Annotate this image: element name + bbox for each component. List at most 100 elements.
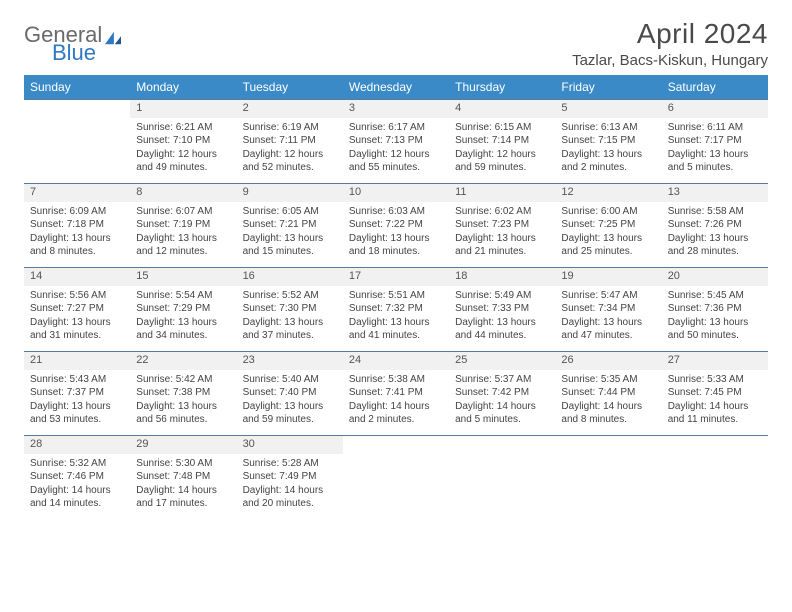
title-block: April 2024 Tazlar, Bacs-Kiskun, Hungary	[572, 18, 768, 69]
daylight-text-1: Daylight: 13 hours	[561, 232, 655, 246]
day-content-cell: Sunrise: 5:38 AMSunset: 7:41 PMDaylight:…	[343, 370, 449, 436]
sunset-text: Sunset: 7:13 PM	[349, 134, 443, 148]
daylight-text-2: and 49 minutes.	[136, 161, 230, 175]
day-number-cell: 12	[555, 184, 661, 202]
day-content-cell: Sunrise: 5:42 AMSunset: 7:38 PMDaylight:…	[130, 370, 236, 436]
daylight-text-1: Daylight: 13 hours	[561, 316, 655, 330]
sunset-text: Sunset: 7:34 PM	[561, 302, 655, 316]
day-number-cell: 22	[130, 352, 236, 370]
day-content-cell: Sunrise: 6:19 AMSunset: 7:11 PMDaylight:…	[237, 118, 343, 184]
day-content-cell: Sunrise: 5:35 AMSunset: 7:44 PMDaylight:…	[555, 370, 661, 436]
sunrise-text: Sunrise: 6:11 AM	[668, 121, 762, 135]
sunrise-text: Sunrise: 6:05 AM	[243, 205, 337, 219]
daylight-text-2: and 12 minutes.	[136, 245, 230, 259]
day-number-cell: 9	[237, 184, 343, 202]
sunset-text: Sunset: 7:42 PM	[455, 386, 549, 400]
sunset-text: Sunset: 7:40 PM	[243, 386, 337, 400]
sunrise-text: Sunrise: 6:17 AM	[349, 121, 443, 135]
daylight-text-1: Daylight: 13 hours	[30, 232, 124, 246]
daylight-text-2: and 31 minutes.	[30, 329, 124, 343]
day-number-cell	[24, 100, 130, 118]
day-content-cell: Sunrise: 5:45 AMSunset: 7:36 PMDaylight:…	[662, 286, 768, 352]
sunset-text: Sunset: 7:45 PM	[668, 386, 762, 400]
sunrise-text: Sunrise: 5:58 AM	[668, 205, 762, 219]
day-number-cell: 21	[24, 352, 130, 370]
day-number-cell: 4	[449, 100, 555, 118]
sunrise-text: Sunrise: 5:37 AM	[455, 373, 549, 387]
sunrise-text: Sunrise: 5:32 AM	[30, 457, 124, 471]
day-number-cell	[449, 436, 555, 454]
daylight-text-2: and 25 minutes.	[561, 245, 655, 259]
sunset-text: Sunset: 7:19 PM	[136, 218, 230, 232]
daylight-text-1: Daylight: 13 hours	[136, 316, 230, 330]
sunrise-text: Sunrise: 5:30 AM	[136, 457, 230, 471]
sunrise-text: Sunrise: 5:38 AM	[349, 373, 443, 387]
day-content-cell: Sunrise: 5:56 AMSunset: 7:27 PMDaylight:…	[24, 286, 130, 352]
day-content-cell: Sunrise: 5:52 AMSunset: 7:30 PMDaylight:…	[237, 286, 343, 352]
daylight-text-1: Daylight: 13 hours	[349, 232, 443, 246]
sunset-text: Sunset: 7:18 PM	[30, 218, 124, 232]
day-number-cell: 1	[130, 100, 236, 118]
daylight-text-2: and 47 minutes.	[561, 329, 655, 343]
sunset-text: Sunset: 7:44 PM	[561, 386, 655, 400]
day-content-cell: Sunrise: 6:15 AMSunset: 7:14 PMDaylight:…	[449, 118, 555, 184]
daylight-text-1: Daylight: 13 hours	[668, 232, 762, 246]
daylight-text-2: and 2 minutes.	[561, 161, 655, 175]
day-content-cell: Sunrise: 6:03 AMSunset: 7:22 PMDaylight:…	[343, 202, 449, 268]
day-content-cell: Sunrise: 5:51 AMSunset: 7:32 PMDaylight:…	[343, 286, 449, 352]
daylight-text-2: and 34 minutes.	[136, 329, 230, 343]
sunrise-text: Sunrise: 6:02 AM	[455, 205, 549, 219]
daylight-text-2: and 52 minutes.	[243, 161, 337, 175]
day-number-cell: 25	[449, 352, 555, 370]
sunrise-text: Sunrise: 5:42 AM	[136, 373, 230, 387]
header: GeneralBlue April 2024 Tazlar, Bacs-Kisk…	[24, 18, 768, 69]
daylight-text-2: and 2 minutes.	[349, 413, 443, 427]
sunrise-text: Sunrise: 5:51 AM	[349, 289, 443, 303]
weekday-header: Monday	[130, 75, 236, 100]
day-content-cell: Sunrise: 5:47 AMSunset: 7:34 PMDaylight:…	[555, 286, 661, 352]
weekday-header: Thursday	[449, 75, 555, 100]
day-content-cell: Sunrise: 5:58 AMSunset: 7:26 PMDaylight:…	[662, 202, 768, 268]
sunset-text: Sunset: 7:25 PM	[561, 218, 655, 232]
sunset-text: Sunset: 7:33 PM	[455, 302, 549, 316]
weekday-header: Tuesday	[237, 75, 343, 100]
day-content-cell	[24, 118, 130, 184]
daylight-text-1: Daylight: 13 hours	[30, 400, 124, 414]
daylight-text-2: and 28 minutes.	[668, 245, 762, 259]
day-number-cell: 19	[555, 268, 661, 286]
weekday-header-row: Sunday Monday Tuesday Wednesday Thursday…	[24, 75, 768, 100]
daylight-text-2: and 50 minutes.	[668, 329, 762, 343]
sunrise-text: Sunrise: 6:19 AM	[243, 121, 337, 135]
daylight-text-1: Daylight: 14 hours	[561, 400, 655, 414]
day-content-cell: Sunrise: 6:11 AMSunset: 7:17 PMDaylight:…	[662, 118, 768, 184]
sunset-text: Sunset: 7:10 PM	[136, 134, 230, 148]
daylight-text-2: and 55 minutes.	[349, 161, 443, 175]
day-number-cell: 7	[24, 184, 130, 202]
daylight-text-1: Daylight: 14 hours	[668, 400, 762, 414]
sunset-text: Sunset: 7:32 PM	[349, 302, 443, 316]
daylight-text-2: and 41 minutes.	[349, 329, 443, 343]
location: Tazlar, Bacs-Kiskun, Hungary	[572, 52, 768, 69]
daylight-text-1: Daylight: 13 hours	[668, 148, 762, 162]
sunset-text: Sunset: 7:21 PM	[243, 218, 337, 232]
content-row: Sunrise: 5:43 AMSunset: 7:37 PMDaylight:…	[24, 370, 768, 436]
sunrise-text: Sunrise: 5:49 AM	[455, 289, 549, 303]
sunset-text: Sunset: 7:49 PM	[243, 470, 337, 484]
day-number-cell: 24	[343, 352, 449, 370]
day-number-cell: 13	[662, 184, 768, 202]
daylight-text-1: Daylight: 12 hours	[243, 148, 337, 162]
day-number-cell: 17	[343, 268, 449, 286]
daylight-text-1: Daylight: 13 hours	[136, 232, 230, 246]
day-content-cell	[449, 454, 555, 520]
sunrise-text: Sunrise: 5:28 AM	[243, 457, 337, 471]
daylight-text-1: Daylight: 12 hours	[455, 148, 549, 162]
day-number-cell: 5	[555, 100, 661, 118]
daylight-text-1: Daylight: 14 hours	[136, 484, 230, 498]
sunset-text: Sunset: 7:22 PM	[349, 218, 443, 232]
daylight-text-1: Daylight: 13 hours	[561, 148, 655, 162]
day-content-cell	[662, 454, 768, 520]
daylight-text-1: Daylight: 13 hours	[30, 316, 124, 330]
daylight-text-2: and 59 minutes.	[455, 161, 549, 175]
sunset-text: Sunset: 7:37 PM	[30, 386, 124, 400]
day-content-cell: Sunrise: 5:33 AMSunset: 7:45 PMDaylight:…	[662, 370, 768, 436]
